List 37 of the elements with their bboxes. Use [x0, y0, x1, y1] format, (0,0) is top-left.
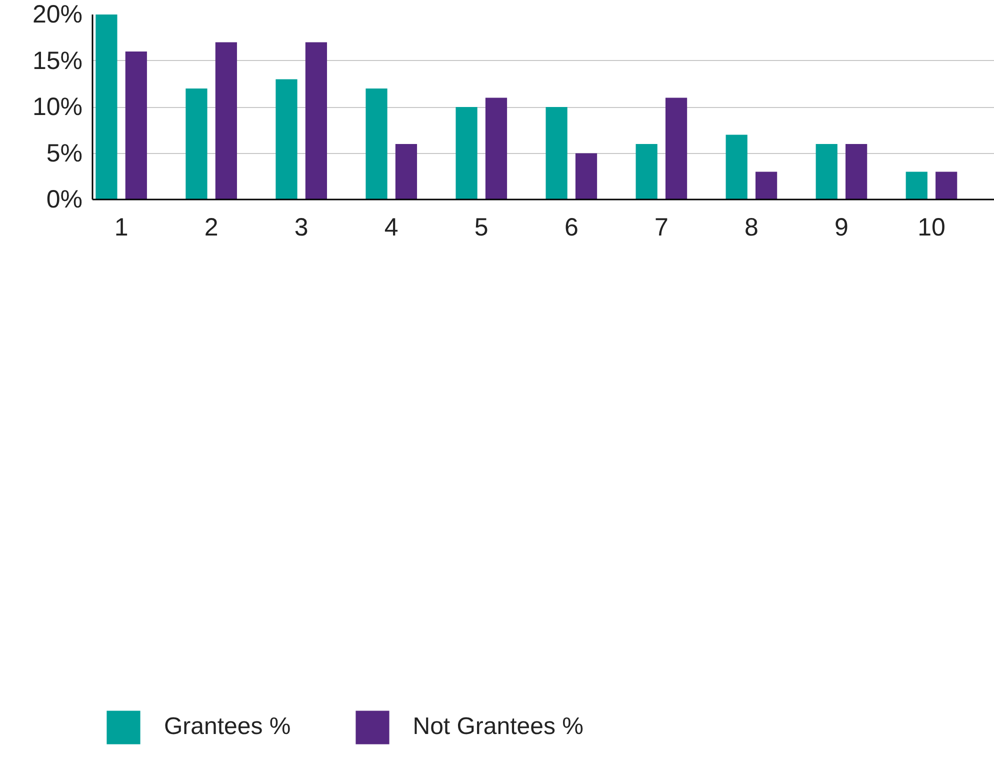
bar [636, 144, 658, 200]
bar [726, 134, 748, 200]
x-tick-label: 4 [384, 214, 398, 242]
y-tick-label: 5% [46, 139, 83, 168]
bar [186, 88, 208, 200]
legend-label: Not Grantees % [412, 713, 584, 741]
x-tick-label: 1 [114, 214, 128, 242]
bar [755, 172, 778, 200]
x-tick-label: 9 [834, 214, 848, 242]
bar [906, 172, 928, 200]
bar [575, 153, 598, 200]
y-tick-label: 0% [46, 186, 83, 214]
bar [96, 14, 118, 200]
bar [125, 52, 147, 200]
bar [456, 107, 478, 200]
x-tick-label: 6 [564, 214, 578, 242]
bar [936, 172, 958, 200]
y-tick-label: 10% [32, 93, 83, 121]
x-tick-label: 10 [918, 214, 946, 242]
bar [665, 98, 688, 200]
y-tick-label: 15% [32, 46, 83, 75]
bar [305, 42, 327, 200]
x-tick-label: 3 [294, 214, 308, 242]
bar [485, 98, 508, 200]
x-tick-label: 7 [654, 214, 668, 242]
bar [846, 144, 868, 200]
legend-label: Grantees % [164, 713, 291, 741]
bar [366, 88, 388, 200]
bar [395, 144, 418, 200]
bar [816, 144, 838, 200]
bar [215, 42, 237, 200]
x-tick-label: 5 [474, 214, 488, 242]
bar [276, 79, 298, 200]
bar [546, 107, 568, 200]
x-tick-label: 2 [204, 214, 218, 242]
y-tick-label: 20% [32, 0, 83, 28]
x-tick-label: 8 [744, 214, 758, 242]
